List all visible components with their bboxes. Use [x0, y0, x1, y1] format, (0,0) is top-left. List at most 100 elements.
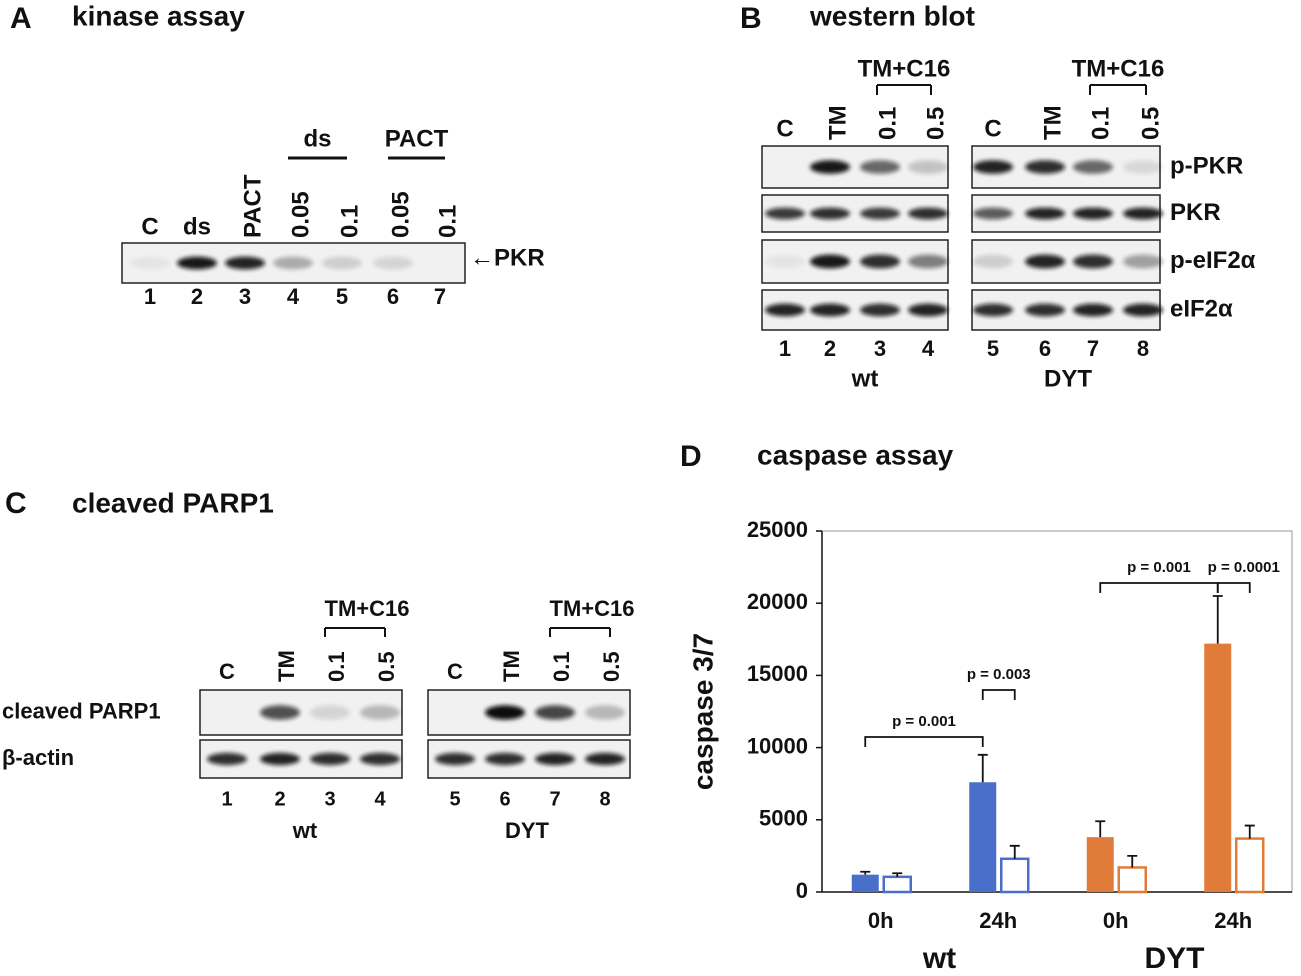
p-value: p = 0.001 [1127, 559, 1191, 576]
band [1073, 303, 1113, 317]
band-label: ←PKR [470, 244, 545, 271]
band [310, 752, 350, 766]
lane-label: PACT [239, 174, 266, 238]
band [908, 160, 948, 174]
error-bar [1212, 595, 1223, 644]
lane-label: C [447, 659, 463, 684]
chart-title: caspase assay [757, 439, 954, 470]
band [1123, 207, 1163, 220]
bar [1117, 866, 1147, 894]
lane-label: 0.05 [287, 191, 314, 238]
band [810, 160, 850, 174]
panel-title: kinase assay [72, 0, 245, 31]
band [535, 705, 575, 720]
error-bar [1244, 824, 1255, 839]
x-tick-label: 24h [979, 908, 1017, 933]
significance-bracket [864, 736, 984, 747]
group-label: DYT [1145, 942, 1205, 975]
p-value: p = 0.001 [892, 713, 956, 730]
band [973, 303, 1013, 317]
band [1025, 254, 1065, 269]
lane-label: TM [1039, 105, 1066, 140]
band [973, 254, 1013, 269]
band [908, 207, 948, 220]
lane-label: TM [274, 650, 299, 682]
lane-number: 8 [599, 788, 610, 810]
band [908, 303, 948, 317]
lane-label: 0.05 [387, 191, 414, 238]
panel-label: D [680, 440, 702, 473]
lane-number: 4 [374, 788, 386, 810]
row-label: eIF2α [1170, 295, 1233, 322]
error-bar [1095, 820, 1106, 838]
bar [882, 875, 912, 894]
treatment-label: TM+C16 [1072, 55, 1165, 82]
group-label: wt [292, 818, 318, 843]
band [130, 256, 170, 270]
lane-number: 8 [1137, 336, 1149, 361]
row-label: p-PKR [1170, 152, 1243, 179]
band [765, 207, 805, 220]
band [177, 256, 217, 270]
bar [1204, 643, 1232, 892]
error-bar [1127, 855, 1138, 868]
row-label: β-actin [2, 745, 74, 770]
lane-label: 0.1 [549, 651, 574, 682]
panel-title: cleaved PARP1 [72, 487, 274, 518]
lane-label: 0.1 [434, 205, 461, 238]
band [207, 752, 247, 766]
error-bar [892, 872, 903, 877]
significance-bracket [981, 689, 1016, 700]
bar [1086, 837, 1114, 892]
lane-number: 1 [221, 788, 232, 810]
band [260, 752, 300, 766]
panel-label: B [740, 2, 762, 35]
treatment-label: TM+C16 [550, 596, 635, 621]
group-label: DYT [1044, 365, 1092, 392]
y-tick-label: 10000 [747, 733, 808, 758]
band [1073, 160, 1113, 174]
treatment-label: TM+C16 [858, 55, 951, 82]
band [860, 303, 900, 317]
lane-number: 7 [549, 788, 560, 810]
y-tick-label: 5000 [759, 806, 808, 831]
row-label: PKR [1170, 199, 1221, 226]
lane-number: 7 [1087, 336, 1099, 361]
lane-number: 3 [874, 336, 886, 361]
y-axis-label: caspase 3/7 [687, 633, 718, 790]
band [810, 254, 850, 269]
band [765, 303, 805, 317]
lane-label: C [776, 115, 793, 142]
band [1025, 207, 1065, 220]
band [485, 752, 525, 766]
lane-label: 0.1 [324, 651, 349, 682]
band [973, 160, 1013, 174]
band [1123, 303, 1163, 317]
row-label: p-eIF2α [1170, 247, 1256, 274]
lane-label: C [984, 115, 1001, 142]
group-label: PACT [385, 125, 449, 152]
band [810, 303, 850, 317]
lane-label: 0.5 [599, 651, 624, 682]
band [373, 256, 413, 270]
lane-number: 6 [387, 284, 399, 309]
band [765, 254, 805, 269]
lane-number: 7 [434, 284, 446, 309]
band [908, 254, 948, 269]
x-tick-label: 24h [1214, 908, 1252, 933]
band [973, 207, 1013, 220]
significance-bracket [1216, 582, 1251, 593]
band [810, 207, 850, 220]
lane-number: 2 [824, 336, 836, 361]
lane-label: C [141, 213, 158, 240]
band [1025, 303, 1065, 317]
band [360, 752, 400, 766]
y-tick-label: 25000 [747, 517, 808, 542]
panel-title: western blot [809, 0, 975, 31]
error-bar [860, 870, 871, 875]
band [1123, 160, 1163, 174]
lane-label: 0.5 [922, 107, 949, 140]
error-bar [977, 753, 988, 783]
band [435, 752, 475, 766]
